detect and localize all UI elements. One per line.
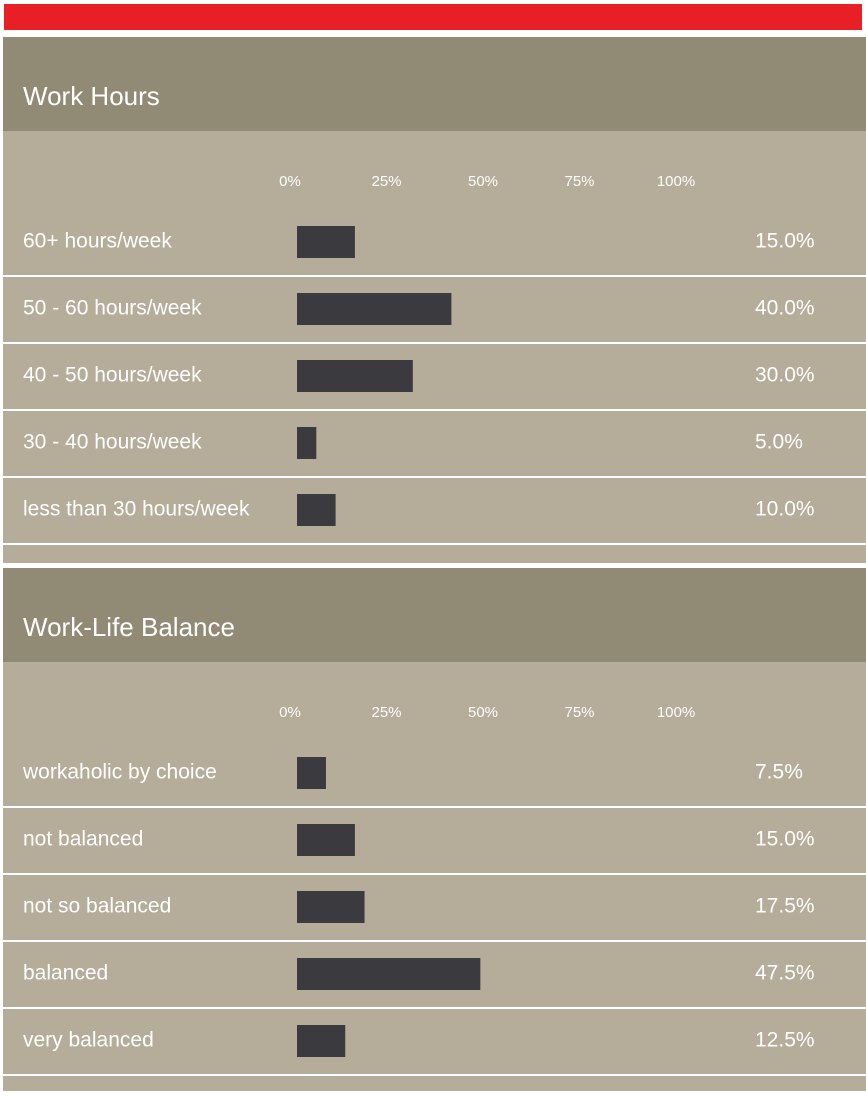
section-body — [3, 131, 866, 563]
x-tick-label: 50% — [468, 704, 498, 721]
category-label: 50 - 60 hours/week — [23, 297, 202, 320]
section-header — [3, 568, 866, 662]
row-separator — [3, 275, 866, 277]
value-label: 12.5% — [755, 1029, 815, 1052]
value-label: 30.0% — [755, 364, 815, 387]
row-separator — [3, 940, 866, 942]
bar — [297, 360, 413, 392]
bar — [297, 494, 336, 526]
category-label: 30 - 40 hours/week — [23, 431, 202, 454]
category-label: less than 30 hours/week — [23, 498, 250, 521]
section-title: Work Hours — [23, 81, 160, 111]
value-label: 15.0% — [755, 230, 815, 253]
category-label: workaholic by choice — [22, 761, 217, 784]
value-label: 7.5% — [755, 761, 803, 784]
bar — [297, 757, 326, 789]
category-label: 60+ hours/week — [23, 230, 172, 253]
x-tick-label: 75% — [564, 173, 594, 190]
x-tick-label: 0% — [279, 704, 301, 721]
x-tick-label: 50% — [468, 173, 498, 190]
bar — [297, 427, 317, 459]
row-separator — [3, 342, 866, 344]
category-label: very balanced — [23, 1029, 154, 1052]
value-label: 40.0% — [755, 297, 815, 320]
bar — [297, 293, 452, 325]
x-tick-label: 25% — [371, 173, 401, 190]
x-tick-label: 25% — [371, 704, 401, 721]
section-title: Work-Life Balance — [23, 612, 235, 642]
category-label: balanced — [23, 962, 108, 985]
row-separator — [3, 873, 866, 875]
category-label: not so balanced — [23, 895, 171, 918]
section-body — [3, 662, 866, 1094]
row-separator — [3, 806, 866, 808]
row-separator — [3, 543, 866, 545]
x-tick-label: 75% — [564, 704, 594, 721]
top-bar — [4, 4, 862, 30]
category-label: 40 - 50 hours/week — [23, 364, 202, 387]
bar — [297, 824, 355, 856]
bar — [297, 958, 481, 990]
value-label: 47.5% — [755, 962, 815, 985]
value-label: 15.0% — [755, 828, 815, 851]
section-header — [3, 37, 866, 131]
x-tick-label: 0% — [279, 173, 301, 190]
value-label: 5.0% — [755, 431, 803, 454]
row-separator — [3, 476, 866, 478]
row-separator — [3, 1007, 866, 1009]
bar — [297, 891, 365, 923]
x-tick-label: 100% — [657, 173, 695, 190]
row-separator — [3, 1074, 866, 1076]
x-tick-label: 100% — [657, 704, 695, 721]
row-separator — [3, 409, 866, 411]
value-label: 10.0% — [755, 498, 815, 521]
bar — [297, 1025, 346, 1057]
category-label: not balanced — [23, 828, 143, 851]
value-label: 17.5% — [755, 895, 815, 918]
bar — [297, 226, 355, 258]
